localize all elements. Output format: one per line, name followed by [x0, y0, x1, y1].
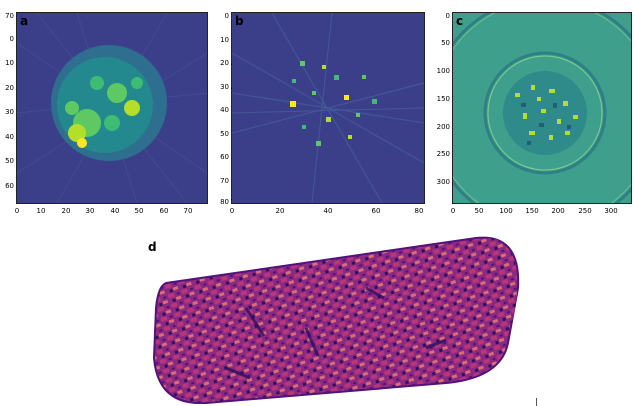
- y-tick-label: 60: [220, 153, 229, 161]
- x-tick-label: 10: [36, 207, 46, 215]
- panel-b-label: b: [235, 14, 244, 28]
- x-tick-label: 70: [183, 207, 193, 215]
- x-tick-label: 20: [61, 207, 71, 215]
- x-tick-label: 60: [159, 207, 169, 215]
- y-tick-label: 150: [436, 95, 450, 103]
- panel-d-3d-render: [152, 236, 520, 404]
- x-tick-label: 0: [14, 207, 20, 215]
- x-tick-label: 250: [578, 207, 592, 215]
- panel-d: d: [140, 228, 540, 406]
- y-tick-label: 0: [9, 35, 14, 43]
- x-tick-label: 200: [551, 207, 565, 215]
- y-tick-label: 70: [220, 177, 229, 185]
- y-tick-label: 10: [220, 36, 229, 44]
- y-tick-label: 60: [5, 182, 14, 190]
- y-tick-label: 50: [220, 130, 229, 138]
- y-tick-label: 50: [5, 157, 14, 165]
- x-tick-label: 40: [110, 207, 120, 215]
- y-tick-label: 30: [220, 83, 229, 91]
- x-tick-label: 50: [134, 207, 144, 215]
- panel-a-image: [16, 12, 208, 204]
- x-tick-label: 0: [229, 207, 235, 215]
- y-tick-label: 10: [5, 59, 14, 67]
- y-tick-label: 250: [436, 150, 450, 158]
- y-tick-label: 100: [436, 67, 450, 75]
- stray-mark: [536, 398, 537, 406]
- x-tick-label: 20: [275, 207, 285, 215]
- x-tick-label: 60: [371, 207, 381, 215]
- panel-a-label: a: [20, 14, 29, 28]
- panel-b-image: [231, 12, 425, 204]
- x-tick-label: 30: [85, 207, 95, 215]
- y-tick-label: 200: [436, 123, 450, 131]
- y-tick-label: 20: [5, 84, 14, 92]
- y-tick-label: 30: [5, 108, 14, 116]
- y-tick-label: 0: [224, 12, 229, 20]
- y-tick-label: 70: [5, 12, 14, 20]
- y-tick-label: 20: [220, 59, 229, 67]
- panel-b: b 0 10 20 30 40 50 60 70 80 0 20 40 60 8…: [215, 0, 430, 225]
- y-tick-label: 50: [441, 39, 450, 47]
- x-tick-label: 80: [414, 207, 424, 215]
- y-tick-label: 40: [220, 106, 229, 114]
- x-tick-label: 0: [450, 207, 456, 215]
- y-tick-label: 300: [436, 178, 450, 186]
- x-tick-label: 150: [525, 207, 539, 215]
- x-tick-label: 100: [499, 207, 513, 215]
- x-tick-label: 40: [323, 207, 333, 215]
- y-tick-label: 80: [220, 198, 229, 206]
- panel-c-label: c: [456, 14, 464, 28]
- panel-d-label: d: [148, 240, 157, 254]
- x-tick-label: 50: [474, 207, 484, 215]
- panel-c-image: [452, 12, 632, 204]
- y-tick-label: 0: [445, 12, 450, 20]
- x-tick-label: 300: [604, 207, 618, 215]
- panel-a: a 0 10 20 30 40 50 60 70 0 10 20 30 40 5…: [0, 0, 215, 225]
- panel-c: c 0 50 100 150 200 250 300 0 50 100 150 …: [430, 0, 634, 225]
- y-tick-label: 40: [5, 133, 14, 141]
